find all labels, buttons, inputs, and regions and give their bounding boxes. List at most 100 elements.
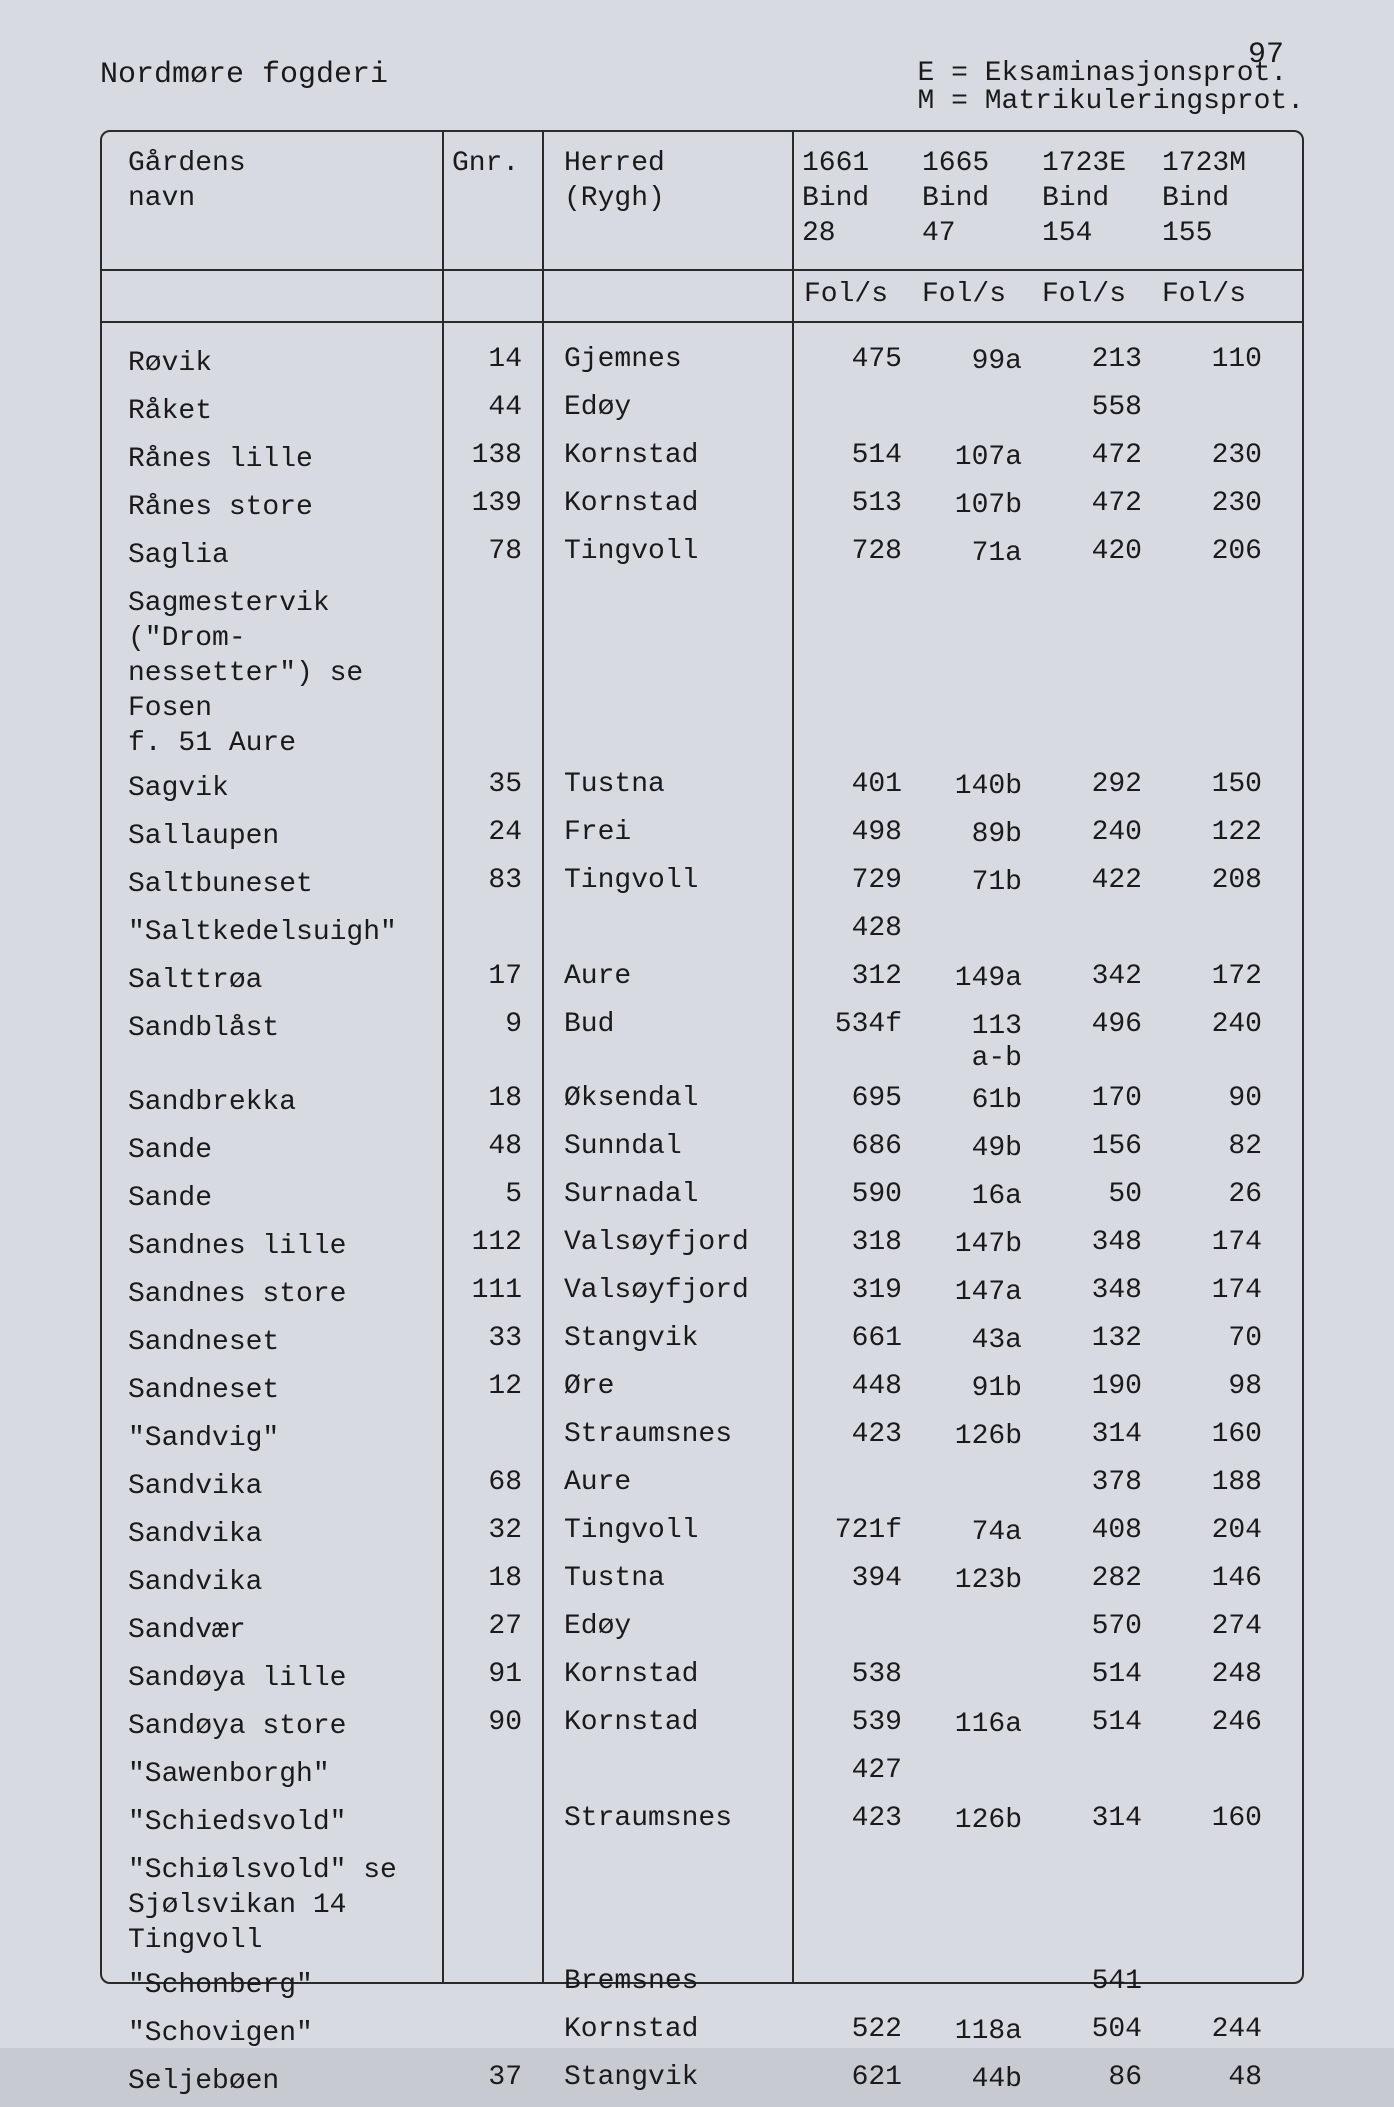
cell-1661: 475 bbox=[792, 346, 912, 374]
header-text: (Rygh) bbox=[564, 181, 782, 216]
table-row: "Saltkedelsuigh"428 bbox=[102, 910, 1302, 958]
table-body: Røvik14Gjemnes47599a213110Råket44Edøy558… bbox=[102, 323, 1302, 2107]
header-text: 155 bbox=[1162, 216, 1262, 251]
page-header: Nordmøre fogderi E = Eksaminasjonsprot. … bbox=[100, 60, 1304, 116]
cell-herred: Stangvik bbox=[542, 1325, 792, 1353]
cell-herred: Stangvik bbox=[542, 2064, 792, 2092]
cell-1665: 71b bbox=[912, 867, 1032, 899]
cell-1723e: 342 bbox=[1032, 963, 1152, 991]
cell-1661: 661 bbox=[792, 1325, 912, 1353]
cell-herred: Frei bbox=[542, 819, 792, 847]
cell-1723m: 244 bbox=[1152, 2016, 1272, 2044]
header-text: Gnr. bbox=[452, 146, 522, 181]
table-row: "Schiølsvold" se Sjølsvikan 14 Tingvoll bbox=[102, 1848, 1302, 1963]
cell-herred: Bud bbox=[542, 1011, 792, 1039]
cell-name: Sandbrekka bbox=[102, 1085, 442, 1120]
table-row: "Schiedsvold"Straumsnes423126b314160 bbox=[102, 1800, 1302, 1848]
data-table: Gårdens navn Gnr. Herred (Rygh) 1661 Bin… bbox=[100, 130, 1304, 1984]
cell-1723m: 150 bbox=[1152, 771, 1272, 799]
cell-gnr: 33 bbox=[442, 1325, 542, 1353]
cell-1661: 728 bbox=[792, 538, 912, 566]
cell-1723m: 90 bbox=[1152, 1085, 1272, 1113]
cell-1723m: 274 bbox=[1152, 1613, 1272, 1641]
cell-1661: 534f bbox=[792, 1011, 912, 1039]
table-row: "Schovigen"Kornstad522118a504244 bbox=[102, 2011, 1302, 2059]
column-divider bbox=[442, 132, 444, 1982]
table-row: "Sandvig"Straumsnes423126b314160 bbox=[102, 1416, 1302, 1464]
cell-1723e: 422 bbox=[1032, 867, 1152, 895]
cell-name: Sande bbox=[102, 1181, 442, 1216]
cell-1723m: 246 bbox=[1152, 1709, 1272, 1737]
cell-1723e: 514 bbox=[1032, 1661, 1152, 1689]
cell-1723e: 156 bbox=[1032, 1133, 1152, 1161]
col-header-herred: Herred (Rygh) bbox=[542, 146, 792, 251]
cell-1665: 71a bbox=[912, 538, 1032, 570]
cell-name: Sandvika bbox=[102, 1469, 442, 1504]
table-row: Sandvika32Tingvoll721f74a408204 bbox=[102, 1512, 1302, 1560]
col-header-1723e: 1723E Bind 154 bbox=[1032, 146, 1152, 251]
cell-gnr: 83 bbox=[442, 867, 542, 895]
header-text: 1723E bbox=[1042, 146, 1142, 181]
cell-gnr: 37 bbox=[442, 2064, 542, 2092]
table-row: Saglia78Tingvoll72871a420206 bbox=[102, 533, 1302, 581]
cell-1665: 43a bbox=[912, 1325, 1032, 1357]
cell-gnr: 27 bbox=[442, 1613, 542, 1641]
cell-herred: Bremsnes bbox=[542, 1968, 792, 1996]
cell-herred: Kornstad bbox=[542, 1709, 792, 1737]
cell-1723e: 240 bbox=[1032, 819, 1152, 847]
table-row: Sandneset12Øre44891b19098 bbox=[102, 1368, 1302, 1416]
cell-name: Sandvika bbox=[102, 1517, 442, 1552]
cell-1661: 319 bbox=[792, 1277, 912, 1305]
cell-1723e: 190 bbox=[1032, 1373, 1152, 1401]
document-page: 97 Nordmøre fogderi E = Eksaminasjonspro… bbox=[0, 0, 1394, 2048]
cell-herred: Kornstad bbox=[542, 442, 792, 470]
cell-1665: 126b bbox=[912, 1421, 1032, 1453]
cell-name: "Schiølsvold" se Sjølsvikan 14 Tingvoll bbox=[102, 1853, 442, 1958]
cell-1723e: 472 bbox=[1032, 490, 1152, 518]
cell-1661: 423 bbox=[792, 1421, 912, 1449]
cell-1723m: 82 bbox=[1152, 1133, 1272, 1161]
cell-name: Sandblåst bbox=[102, 1011, 442, 1046]
table-row: Sande5Surnadal59016a5026 bbox=[102, 1176, 1302, 1224]
cell-1723m: 174 bbox=[1152, 1277, 1272, 1305]
cell-1665: 49b bbox=[912, 1133, 1032, 1165]
cell-1661: 514 bbox=[792, 442, 912, 470]
cell-1661: 427 bbox=[792, 1757, 912, 1785]
cell-name: Saltbuneset bbox=[102, 867, 442, 902]
cell-name: Røvik bbox=[102, 346, 442, 381]
cell-name: Råket bbox=[102, 394, 442, 429]
cell-gnr: 18 bbox=[442, 1565, 542, 1593]
cell-gnr: 139 bbox=[442, 490, 542, 518]
cell-herred: Valsøyfjord bbox=[542, 1229, 792, 1257]
table-row: Sagmestervik ("Drom- nessetter") se Fose… bbox=[102, 581, 1302, 766]
table-subheader: Fol/s Fol/s Fol/s Fol/s bbox=[102, 271, 1302, 323]
table-row: Salttrøa17Aure312149a342172 bbox=[102, 958, 1302, 1006]
cell-1723m: 174 bbox=[1152, 1229, 1272, 1257]
cell-1723m: 98 bbox=[1152, 1373, 1272, 1401]
cell-name: Saglia bbox=[102, 538, 442, 573]
table-row: Sandøya store90Kornstad539116a514246 bbox=[102, 1704, 1302, 1752]
subhead-fols: Fol/s bbox=[1032, 281, 1152, 309]
cell-1723e: 496 bbox=[1032, 1011, 1152, 1039]
cell-1665: 107a bbox=[912, 442, 1032, 474]
cell-name: "Schovigen" bbox=[102, 2016, 442, 2051]
cell-name: Sandvær bbox=[102, 1613, 442, 1648]
legend-line-e: E = Eksaminasjonsprot. bbox=[918, 60, 1304, 88]
cell-gnr: 14 bbox=[442, 346, 542, 374]
cell-1723m: 230 bbox=[1152, 490, 1272, 518]
cell-1665: 149a bbox=[912, 963, 1032, 995]
cell-1665: 74a bbox=[912, 1517, 1032, 1549]
table-row: Sallaupen24Frei49889b240122 bbox=[102, 814, 1302, 862]
cell-1661: 513 bbox=[792, 490, 912, 518]
header-text: Bind bbox=[922, 181, 1022, 216]
table-row: Sandnes store111Valsøyfjord319147a348174 bbox=[102, 1272, 1302, 1320]
header-text: Bind bbox=[1042, 181, 1142, 216]
cell-gnr: 12 bbox=[442, 1373, 542, 1401]
cell-1661: 729 bbox=[792, 867, 912, 895]
cell-herred: Kornstad bbox=[542, 490, 792, 518]
cell-1665: 147b bbox=[912, 1229, 1032, 1261]
table-row: Råket44Edøy558 bbox=[102, 389, 1302, 437]
cell-1723e: 558 bbox=[1032, 394, 1152, 422]
cell-1723m: 160 bbox=[1152, 1421, 1272, 1449]
cell-1665: 91b bbox=[912, 1373, 1032, 1405]
